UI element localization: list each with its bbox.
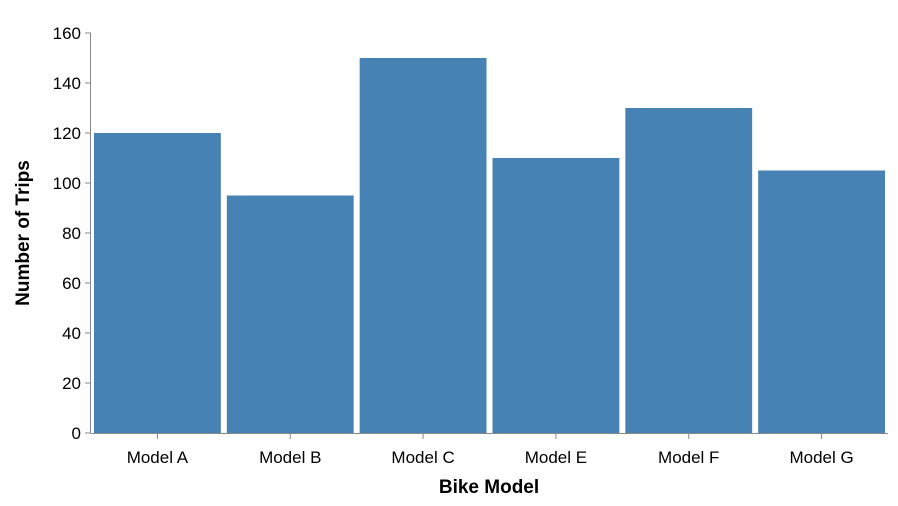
bar-model-b [226, 195, 354, 433]
x-tick-label: Model C [391, 448, 454, 467]
x-axis: Model A Model B Model C Model E Model F Model… [91, 433, 888, 467]
bar-model-c [359, 58, 487, 433]
y-axis: 0 20 40 60 80 100 120 140 160 [53, 24, 91, 443]
y-tick-label: 100 [53, 174, 81, 193]
bar-model-g [758, 170, 885, 433]
y-tick-label: 20 [62, 374, 81, 393]
y-tick-label: 60 [62, 274, 81, 293]
x-tick-label: Model E [525, 448, 587, 467]
x-tick-label: Model G [789, 448, 853, 467]
bar-model-f [625, 108, 753, 433]
x-tick-label: Model A [127, 448, 189, 467]
y-axis-title: Number of Trips [13, 160, 34, 306]
y-tick-label: 0 [72, 424, 81, 443]
y-tick-label: 40 [62, 324, 81, 343]
y-tick-label: 120 [53, 124, 81, 143]
bar-model-e [492, 158, 620, 433]
y-tick-label: 160 [53, 24, 81, 43]
y-tick-label: 140 [53, 74, 81, 93]
y-tick-label: 80 [62, 224, 81, 243]
bar-model-a [94, 133, 221, 433]
bars-group [94, 58, 885, 433]
x-axis-title: Bike Model [439, 477, 539, 498]
x-tick-label: Model B [259, 448, 321, 467]
x-tick-label: Model F [658, 448, 719, 467]
